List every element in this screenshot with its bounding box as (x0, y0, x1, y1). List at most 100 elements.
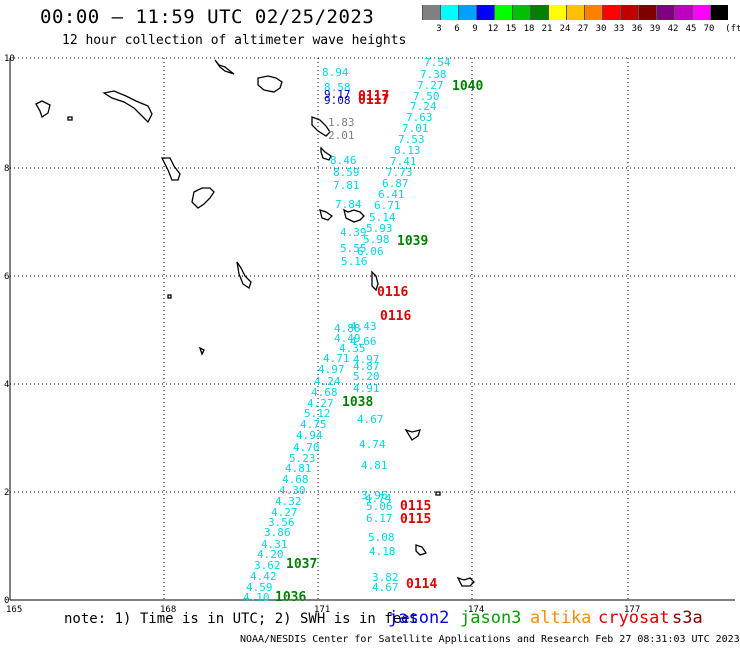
footer-note: note: 1) Time is in UTC; 2) SWH is in fe… (64, 611, 419, 627)
wave-height-label: 7.54 (424, 56, 451, 69)
wave-height-label: 4.97 (318, 363, 345, 376)
island-outlines (35, 59, 475, 587)
lat-tick-label: 2 (4, 488, 9, 498)
wave-height-label: 9.17 (324, 88, 351, 101)
wave-height-label: 4.70 (293, 441, 320, 454)
wave-height-label: 5.98 (363, 233, 390, 246)
wave-height-label: 4.42 (250, 570, 277, 583)
scale-swatch (638, 5, 656, 20)
scale-swatch (584, 5, 602, 20)
wave-height-label: 7.41 (390, 155, 417, 168)
scale-label: 30 (595, 24, 607, 34)
wave-height-label: 4.30 (279, 484, 306, 497)
pass-time-label: 1040 (452, 79, 483, 94)
wave-height-label: 9.08 (324, 94, 351, 107)
wave-height-label: 6.06 (357, 245, 384, 258)
wave-height-label: 4.31 (261, 538, 288, 551)
scale-label: 42 (667, 24, 679, 34)
legend-cryosat: cryosat (598, 608, 670, 628)
scale-label: 27 (577, 24, 589, 34)
scale-label: 36 (631, 24, 643, 34)
wave-height-label: 4.88 (0, 0, 27, 3)
lon-tick-label: 165 (6, 605, 22, 615)
scale-label: 18 (523, 24, 535, 34)
wave-height-label: 7.84 (335, 198, 362, 211)
credit-line: NOAA/NESDIS Center for Satellite Applica… (240, 634, 740, 645)
wave-height-label: 4.59 (246, 581, 273, 594)
wave-height-label: 5.08 (368, 531, 395, 544)
wave-height-label: 4.87 (353, 360, 380, 373)
wave-height-label: 3.56 (268, 516, 295, 529)
wave-height-label: 7.38 (420, 68, 447, 81)
wave-height-label: 4.27 (307, 397, 334, 410)
map-frame (9, 58, 735, 601)
scale-swatch (422, 5, 440, 20)
wave-height-label: 7.63 (406, 111, 433, 124)
wave-height-label: 8.46 (330, 154, 357, 167)
wave-height-label: 7.24 (410, 100, 437, 113)
scale-swatch (566, 5, 584, 20)
wave-height-label: 8.13 (394, 144, 421, 157)
wave-height-label: 5.12 (304, 407, 331, 420)
scale-swatch (620, 5, 638, 20)
wave-height-label: 4.68 (282, 473, 309, 486)
legend-altika: altika (530, 608, 592, 628)
lat-tick-label: 4 (4, 380, 9, 390)
wave-height-label: 4.74 (359, 438, 386, 451)
wave-height-label: 5.14 (369, 211, 396, 224)
wave-height-label: 8.94 (322, 66, 349, 79)
scale-swatch (710, 5, 728, 20)
wave-height-label: 4.81 (285, 462, 312, 475)
wave-height-label: 4.97 (353, 353, 380, 366)
lat-tick-label: 6 (4, 272, 9, 282)
wave-height-label: 7.01 (402, 122, 429, 135)
scale-swatch (656, 5, 674, 20)
legend-jason2: jason2 (388, 608, 450, 628)
legend-jason3: jason3 (460, 608, 522, 628)
wave-height-label: 4.94 (296, 429, 323, 442)
wave-height-label: 5.06 (366, 500, 393, 513)
wave-height-label: 6.41 (378, 188, 405, 201)
scale-swatch (512, 5, 530, 20)
wave-height-label: 7.73 (386, 166, 413, 179)
wave-height-label: 4.88 (334, 322, 361, 335)
pass-time-label: 0114 (406, 577, 437, 592)
wave-height-label: 4.24 (314, 375, 341, 388)
wave-height-label: 4.43 (350, 320, 377, 333)
pass-time-label: 1039 (397, 234, 428, 249)
scale-label: 24 (559, 24, 571, 34)
axis-tick-labels: 165 168 171 174 177 0 2 4 6 8 10 (4, 54, 640, 615)
scale-swatch (674, 5, 692, 20)
lat-tick-label: 8 (4, 164, 9, 174)
wave-height-label: 4.10 (243, 591, 270, 604)
wave-height-label: 5.16 (341, 255, 368, 268)
scale-swatch (548, 5, 566, 20)
pass-time-label: 0116 (377, 285, 408, 300)
wave-height-label: 4.71 (323, 352, 350, 365)
pass-time-label: 0116 (380, 309, 411, 324)
lat-tick-label: 0 (4, 596, 9, 606)
wave-height-label: 8.58 (324, 81, 351, 94)
wave-height-label: 3.86 (264, 526, 291, 539)
pass-time-label: 1038 (342, 395, 373, 410)
scale-label: 21 (541, 24, 553, 34)
wave-height-readings: 7.547.387.277.507.247.637.017.538.137.41… (0, 0, 451, 604)
pass-time-label: 1036 (275, 590, 306, 605)
scale-label: 9 (472, 24, 478, 34)
wave-height-label: 4.75 (300, 418, 327, 431)
scale-label: 15 (505, 24, 517, 34)
wave-height-label: 3.62 (254, 559, 281, 572)
wave-height-label: 4.20 (257, 548, 284, 561)
wave-height-label: 4.35 (339, 342, 366, 355)
scale-label: 39 (649, 24, 661, 34)
scale-label: 6 (454, 24, 460, 34)
scale-label: 45 (685, 24, 697, 34)
scale-swatch (530, 5, 548, 20)
scale-label: 33 (613, 24, 625, 34)
lon-tick-label: 174 (468, 605, 484, 615)
wave-height-label: 1.83 (328, 116, 355, 129)
wave-height-label: 6.87 (382, 177, 409, 190)
legend-s3a: s3a (672, 608, 703, 628)
scale-swatch (602, 5, 620, 20)
